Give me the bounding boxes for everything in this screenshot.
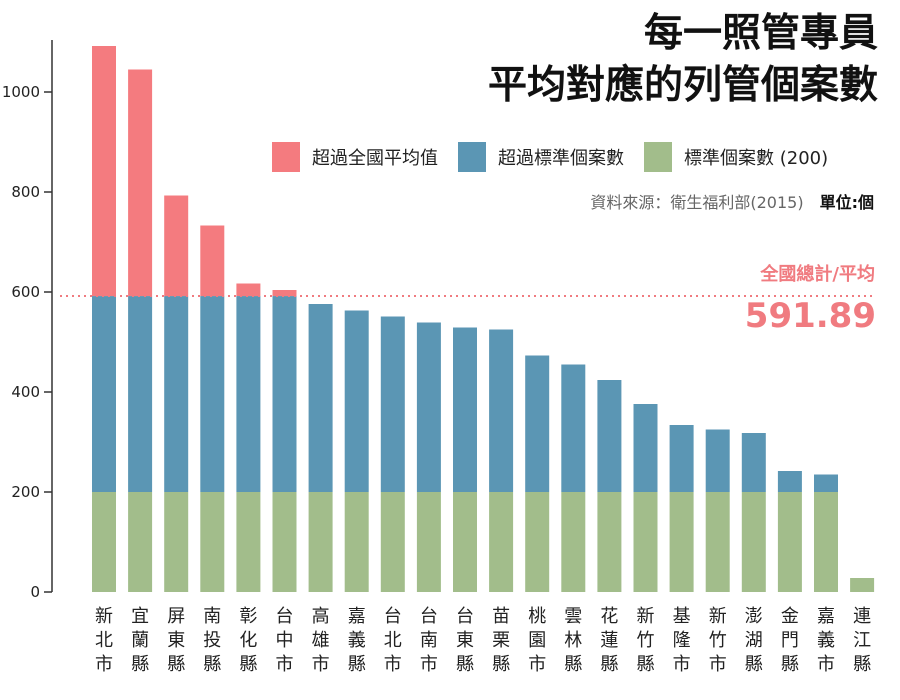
chart-title: 每一照管專員 平均對應的列管個案數 (488, 8, 878, 112)
x-tick-label: 台北市 (384, 606, 402, 675)
source-text: 資料來源：衛生福利部(2015) (590, 193, 804, 212)
x-tick-label: 基隆市 (673, 606, 691, 675)
x-tick-label: 澎湖縣 (745, 606, 763, 675)
bar-segment-above-average (92, 46, 116, 297)
bar-segment-standard (850, 578, 875, 592)
x-tick-label: 彰化縣 (239, 606, 257, 675)
bar-segment-standard (705, 492, 730, 592)
x-tick-label: 高雄市 (312, 606, 330, 675)
bar-segment-standard (200, 492, 225, 592)
x-tick-label: 桃園市 (528, 606, 546, 675)
bar-segment-above-average (164, 195, 189, 297)
y-tick-label: 200 (11, 483, 40, 501)
bar-segment-standard (814, 492, 838, 592)
x-tick-label: 嘉義市 (817, 606, 835, 675)
legend: 超過全國平均值 超過標準個案數 標準個案數 (200) (272, 142, 848, 172)
bars (92, 46, 875, 592)
x-tick-label: 苗栗縣 (492, 606, 510, 675)
legend-label-above-avg: 超過全國平均值 (312, 148, 438, 169)
source-line: 資料來源：衛生福利部(2015) 單位:個 (590, 189, 874, 213)
bar-segment-above-standard (597, 380, 622, 492)
bar-segment-above-average (236, 283, 261, 297)
legend-label-above-std: 超過標準個案數 (498, 148, 624, 169)
bar-segment-standard (344, 492, 369, 592)
bar-segment-standard (669, 492, 694, 592)
average-value: 591.89 (744, 296, 876, 336)
x-tick-label: 南投縣 (203, 606, 221, 675)
x-tick-label: 金門縣 (781, 606, 799, 675)
bar-segment-above-average (128, 69, 153, 297)
bar-segment-above-standard (741, 433, 766, 492)
legend-swatch-standard (644, 142, 672, 172)
bar-segment-standard (380, 492, 405, 592)
y-tick-label: 600 (11, 283, 40, 301)
y-tick-label: 800 (11, 183, 40, 201)
bar-segment-above-standard (669, 425, 694, 492)
y-tick-label: 400 (11, 383, 40, 401)
legend-swatch-above-std (458, 142, 486, 172)
x-tick-label: 新北市 (95, 606, 113, 675)
x-tick-label: 台中市 (276, 606, 294, 675)
bar-segment-standard (489, 492, 514, 592)
bar-segment-above-standard (380, 316, 405, 492)
bar-segment-above-standard (272, 296, 297, 492)
bar-segment-above-standard (344, 310, 369, 492)
x-tick-label: 連江縣 (853, 606, 871, 675)
bar-segment-above-standard (489, 329, 514, 492)
y-tick-label: 1000 (2, 83, 40, 101)
bar-segment-standard (777, 492, 802, 592)
bar-segment-standard (561, 492, 586, 592)
bar-segment-above-standard (128, 296, 153, 492)
y-ticks: 0 200 400 600 800 1000 (2, 83, 52, 601)
legend-item-standard: 標準個案數 (200) (644, 142, 828, 172)
bar-segment-above-standard (308, 304, 333, 492)
bar-segment-above-standard (561, 364, 586, 492)
x-tick-label: 新竹市 (709, 606, 727, 675)
bar-segment-standard (416, 492, 441, 592)
legend-item-above-std: 超過標準個案數 (458, 142, 624, 172)
bar-segment-standard (597, 492, 622, 592)
bar-segment-standard (525, 492, 550, 592)
title-line1: 每一照管專員 (643, 11, 878, 56)
x-tick-label: 台南市 (420, 606, 438, 675)
legend-item-above-avg: 超過全國平均值 (272, 142, 438, 172)
bar-segment-standard (633, 492, 658, 592)
bar-segment-above-standard (705, 429, 730, 492)
x-tick-label: 新竹縣 (637, 606, 655, 675)
y-tick-label: 0 (30, 583, 40, 601)
bar-segment-above-standard (633, 404, 658, 492)
x-tick-label: 花蓮縣 (600, 606, 618, 675)
bar-segment-above-standard (200, 296, 225, 492)
x-tick-label: 宜蘭縣 (131, 606, 149, 675)
bar-segment-above-standard (92, 296, 116, 492)
unit-text: 單位:個 (819, 193, 874, 212)
bar-segment-standard (92, 492, 116, 592)
bar-segment-standard (236, 492, 261, 592)
x-tick-label: 屏東縣 (167, 606, 185, 675)
bar-segment-standard (272, 492, 297, 592)
bar-segment-above-standard (525, 355, 550, 492)
bar-segment-standard (453, 492, 477, 592)
legend-swatch-above-avg (272, 142, 300, 172)
bar-segment-standard (128, 492, 153, 592)
bar-segment-above-standard (814, 474, 838, 492)
bar-segment-standard (308, 492, 333, 592)
bar-segment-above-standard (777, 471, 802, 492)
x-tick-label: 雲林縣 (564, 606, 582, 675)
bar-segment-above-average (272, 290, 297, 297)
bar-segment-above-standard (236, 296, 261, 492)
bar-segment-above-standard (416, 322, 441, 492)
bar-segment-standard (741, 492, 766, 592)
x-tick-label: 嘉義縣 (348, 606, 366, 675)
bar-segment-above-average (200, 225, 225, 297)
legend-label-standard: 標準個案數 (200) (684, 148, 829, 169)
title-line2: 平均對應的列管個案數 (487, 63, 878, 108)
average-label: 全國總計/平均 (760, 264, 875, 285)
x-tick-label: 台東縣 (456, 606, 474, 675)
bar-segment-above-standard (164, 296, 189, 492)
bar-segment-standard (164, 492, 189, 592)
bar-segment-above-standard (453, 327, 477, 492)
